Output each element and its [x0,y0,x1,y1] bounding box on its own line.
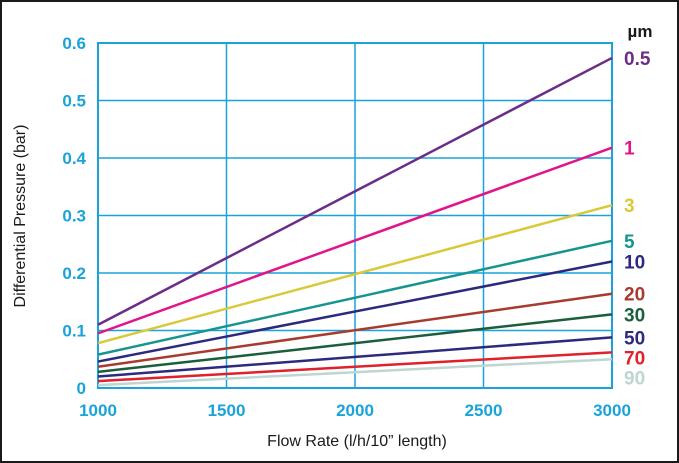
x-axis-title: Flow Rate (l/h/10” length) [267,433,447,450]
legend-title: µm [628,22,653,41]
x-tick-labels: 1000 1500 2000 2500 3000 [79,401,631,420]
series-label: 3 [624,196,635,217]
x-tick-label: 1500 [208,401,246,420]
y-tick-label: 0.6 [62,34,86,53]
series-label: 50 [624,328,645,349]
series-label: 90 [624,368,645,389]
y-tick-label: 0.4 [62,149,86,168]
y-tick-label: 0.5 [62,92,86,111]
y-tick-label: 0.2 [62,264,86,283]
series-label: 5 [624,232,635,253]
x-tick-label: 2500 [465,401,503,420]
series-label: 0.5 [624,49,651,70]
x-tick-label: 1000 [79,401,117,420]
series-label: 20 [624,285,645,306]
series-label: 1 [624,139,635,160]
y-tick-label: 0.1 [62,322,86,341]
x-tick-label: 3000 [593,401,631,420]
grid [98,43,612,388]
y-tick-label: 0 [77,379,86,398]
y-tick-label: 0.3 [62,207,86,226]
y-tick-labels: 0 0.1 0.2 0.3 0.4 0.5 0.6 [62,34,86,398]
series-label: 70 [624,348,645,369]
y-axis-title: Differential Pressure (bar) [12,125,29,308]
x-tick-label: 2000 [336,401,374,420]
series-label: 10 [624,253,645,274]
series-label: 30 [624,305,645,326]
